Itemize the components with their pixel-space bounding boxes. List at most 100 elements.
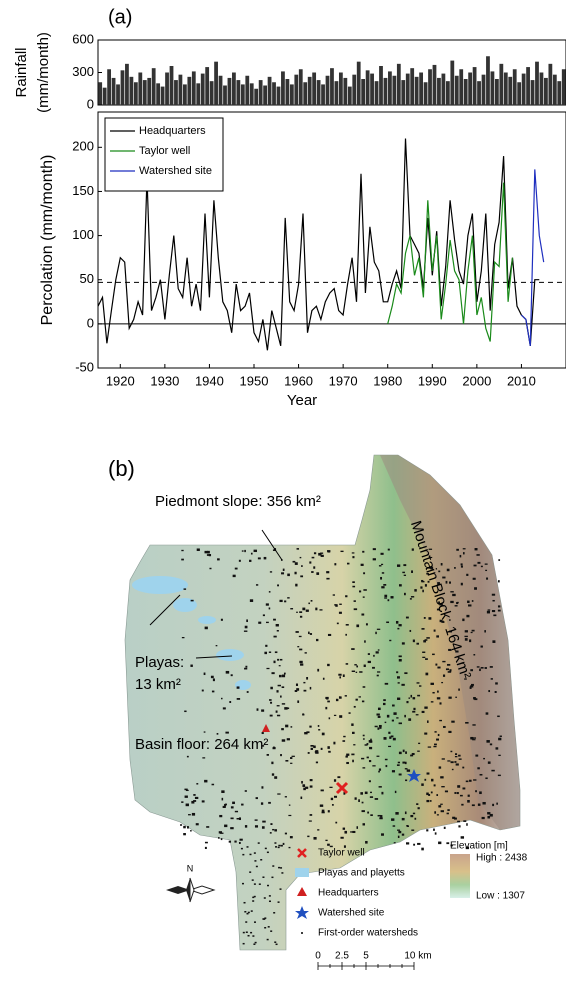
y-tick-label: 200 — [72, 139, 94, 154]
bar — [539, 72, 544, 105]
watershed-dot — [270, 701, 273, 704]
bar — [503, 72, 508, 105]
watershed-dot — [284, 600, 287, 603]
watershed-dot — [398, 722, 402, 725]
watershed-dot — [422, 651, 426, 653]
watershed-dot — [381, 572, 385, 574]
watershed-dot — [262, 820, 266, 823]
bar — [294, 74, 299, 105]
watershed-dot — [288, 814, 292, 817]
watershed-dot — [290, 608, 294, 610]
bar — [401, 80, 406, 105]
watershed-dot — [332, 594, 335, 596]
watershed-dot — [275, 623, 279, 627]
bar — [379, 66, 383, 105]
bar — [481, 74, 486, 105]
watershed-dot — [201, 689, 204, 692]
watershed-dot — [397, 627, 400, 630]
watershed-dot — [345, 663, 349, 665]
watershed-dot — [381, 833, 384, 836]
watershed-dot — [440, 776, 444, 779]
watershed-dot — [498, 559, 501, 561]
bar — [116, 84, 120, 105]
watershed-dot — [215, 645, 218, 647]
watershed-dot — [351, 648, 355, 650]
bar — [258, 80, 263, 105]
watershed-dot — [338, 611, 342, 614]
watershed-dot — [384, 594, 388, 597]
x-axis-label: Year — [287, 392, 317, 409]
watershed-dot — [436, 697, 441, 700]
watershed-dot — [282, 568, 285, 571]
watershed-dot — [342, 674, 345, 677]
watershed-dot — [426, 772, 430, 775]
watershed-dot — [310, 747, 313, 750]
watershed-dot — [266, 851, 269, 854]
watershed-dot — [412, 697, 416, 700]
watershed-dot — [413, 843, 416, 846]
watershed-dot — [345, 624, 349, 626]
watershed-dot — [285, 724, 289, 728]
watershed-dot — [438, 841, 442, 845]
watershed-dot — [280, 844, 283, 847]
watershed-dot — [381, 791, 384, 795]
watershed-dot — [464, 638, 468, 641]
watershed-dot — [398, 830, 402, 834]
elevation-title: Elevation [m] — [450, 841, 508, 852]
watershed-dot — [306, 677, 309, 680]
watershed-dot — [272, 746, 276, 749]
watershed-dot — [286, 738, 290, 741]
watershed-dot — [252, 935, 255, 937]
watershed-dot — [313, 745, 316, 749]
watershed-dot — [456, 548, 459, 551]
bar — [517, 82, 522, 105]
watershed-dot — [274, 941, 277, 943]
watershed-dot — [362, 767, 366, 769]
watershed-dot — [304, 652, 307, 654]
watershed-dot — [401, 642, 405, 645]
watershed-dot — [398, 584, 402, 587]
bar — [285, 79, 290, 105]
watershed-dot — [234, 567, 238, 570]
watershed-dot — [367, 811, 370, 814]
watershed-dot — [372, 666, 375, 669]
watershed-dot — [454, 755, 458, 758]
bar — [160, 86, 165, 105]
watershed-dot — [268, 607, 271, 610]
watershed-dot — [424, 778, 427, 781]
watershed-dot — [232, 801, 235, 805]
watershed-dot — [249, 871, 252, 873]
bar — [552, 74, 557, 105]
watershed-dot — [204, 779, 208, 783]
watershed-dot — [241, 882, 244, 885]
bar — [196, 83, 201, 105]
watershed-dot — [301, 565, 303, 567]
watershed-dot — [250, 931, 253, 934]
watershed-dot — [473, 697, 476, 700]
watershed-dot — [339, 676, 342, 679]
watershed-dot — [243, 901, 246, 904]
watershed-dot — [267, 884, 270, 887]
watershed-dot — [421, 628, 425, 630]
watershed-dot — [451, 768, 454, 771]
watershed-dot — [489, 743, 493, 746]
watershed-dot — [257, 842, 260, 844]
watershed-dot — [327, 663, 330, 667]
watershed-dot — [327, 633, 332, 636]
watershed-dot — [320, 789, 324, 792]
watershed-dot — [449, 581, 451, 584]
watershed-dot — [181, 636, 185, 639]
watershed-dot — [219, 814, 223, 818]
watershed-dot — [236, 818, 240, 820]
watershed-dot — [300, 796, 303, 799]
watershed-dot — [303, 689, 307, 692]
watershed-dot — [365, 840, 368, 844]
watershed-dot — [345, 633, 347, 636]
watershed-dot — [337, 776, 341, 779]
watershed-dot — [362, 596, 365, 598]
watershed-dot — [244, 667, 248, 670]
bar — [338, 72, 343, 105]
watershed-dot — [438, 601, 441, 604]
watershed-dot — [242, 931, 245, 934]
